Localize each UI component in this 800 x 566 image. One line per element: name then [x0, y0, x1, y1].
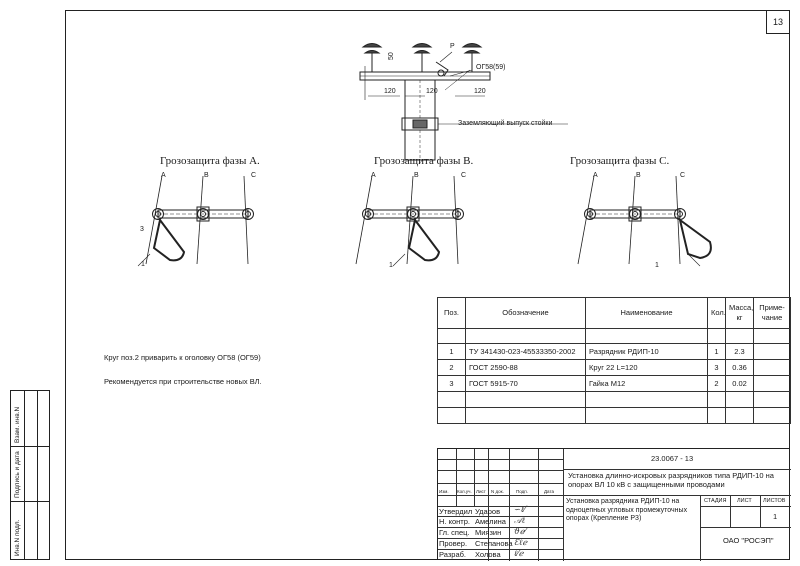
phase-wire: [406, 175, 414, 265]
title-block: Изм. Кол.уч. Лист N док. Подп. Дата 23.0…: [437, 448, 791, 561]
table-row: 3 ГОСТ 5915-70 Гайка М12 2 0.02: [437, 375, 791, 392]
dim-label-a: 120: [384, 88, 396, 95]
phase-c-letter-c: C: [680, 172, 686, 179]
phase-b-letter-c: C: [461, 172, 467, 179]
tb-col-list: Лист: [476, 489, 486, 494]
phase-b-num-1: 1: [389, 262, 393, 269]
dim-label-v: 50: [388, 52, 395, 60]
table-row: 2 ГОСТ 2590-88 Круг 22 L=120 3 0.36: [437, 359, 791, 376]
table-row: 1 ТУ 341430-023-45533350-2002 Разрядник …: [437, 343, 791, 360]
phase-title-c: Грозозащита фазы С.: [570, 155, 670, 167]
dim-label-c: 120: [474, 88, 486, 95]
conductor-icon: [584, 208, 596, 220]
leader-line: [137, 253, 151, 267]
phase-b-letter-b: B: [414, 172, 419, 179]
tb-name-4: Степанова: [475, 539, 513, 548]
header-designation: Обозначение: [465, 297, 586, 329]
clamp-bracket: [628, 206, 642, 222]
signature-mark: ℓ⁄ℯ: [514, 549, 524, 558]
note-recommend: Рекомендуется при строительстве новых ВЛ…: [104, 377, 262, 386]
tb-sheet-label: ЛИСТ: [737, 498, 752, 504]
signature-mark: ∽ℓ⁄: [514, 505, 526, 514]
phase-wire: [355, 175, 373, 265]
conductor-icon: [152, 208, 164, 220]
side-stamp-strip: Взам. инв.N Подпись и дата Инв.N подл.: [10, 390, 50, 560]
tb-col-ndoc: N док.: [491, 489, 504, 494]
phase-wire: [243, 175, 249, 265]
sheet-number: 13: [772, 17, 783, 27]
leader-line: [687, 253, 701, 267]
header-qty: Кол.: [707, 297, 726, 329]
arrester-loop-icon: [152, 217, 186, 262]
phase-a-letter-b: B: [204, 172, 209, 179]
phase-diagrams: [137, 175, 712, 267]
tb-name-1: Ударов: [475, 507, 501, 516]
insulator-left-icon: [361, 43, 383, 72]
signature-mark: Ɛℓℯ: [514, 538, 528, 547]
phase-wire: [675, 175, 681, 265]
tb-col-data: Дата: [544, 489, 554, 494]
leader-line: [392, 253, 406, 267]
header-note: Приме- чание: [753, 297, 791, 329]
tb-sheets-label: ЛИСТОВ: [763, 498, 786, 504]
callout-og: ОГ58(59): [476, 64, 506, 71]
tb-project-title: Установка длинно-искровых разрядников ти…: [568, 471, 774, 489]
dim-label-b: 120: [426, 88, 438, 95]
header-name: Наименование: [585, 297, 708, 329]
phase-c-num-1: 1: [655, 262, 659, 269]
header-pos: Поз.: [437, 297, 466, 329]
phase-a-letter-c: C: [251, 172, 257, 179]
callout-ground: Заземляющий выпуск стойки: [458, 120, 553, 127]
clamp-bracket: [406, 206, 420, 222]
parts-table: Поз. Обозначение Наименование Кол. Масса…: [437, 297, 791, 424]
phase-c-letter-b: B: [636, 172, 641, 179]
tb-col-podp: Подп.: [516, 489, 528, 494]
phase-title-b: Грозозащита фазы В.: [374, 155, 474, 167]
tb-org: ОАО "РОСЭП": [723, 536, 774, 545]
note-weld: Круг поз.2 приварить к оголовку ОГ58 (ОГ…: [104, 353, 261, 362]
tb-col-koluch: Кол.уч.: [457, 489, 472, 494]
phase-title-a: Грозозащита фазы А.: [160, 155, 260, 167]
phase-a-num-3: 3: [140, 226, 144, 233]
sheet-number-box: 13: [766, 10, 790, 34]
tb-stage-label: СТАДИЯ: [704, 498, 727, 504]
parts-table-header: Поз. Обозначение Наименование Кол. Масса…: [437, 297, 791, 329]
tb-role-ncontrol: Н. контр.: [439, 517, 470, 526]
tb-name-5: Холова: [475, 550, 501, 559]
tb-name-2: Амелина: [475, 517, 506, 526]
tb-sheet-title: Установка разрядника РДИП-10 на одноцепн…: [566, 498, 688, 522]
tb-role-chief: Гл. спец.: [439, 528, 470, 537]
header-mass: Масса, кг: [725, 297, 754, 329]
phase-wire: [145, 175, 163, 265]
phase-a-num-1: 1: [141, 261, 145, 268]
tb-sheets-value: 1: [773, 512, 778, 521]
signature-mark: 𝒜ℓ: [514, 516, 525, 525]
insulator-center-icon: [411, 43, 433, 72]
tb-role-approved: Утвердил: [439, 507, 473, 516]
drawing-frame: [65, 10, 790, 560]
tb-role-developed: Разраб.: [439, 550, 467, 559]
phase-c-letter-a: A: [593, 172, 598, 179]
insulator-right-icon: [461, 43, 483, 72]
signature-mark: ϑℯ⁄: [514, 527, 526, 536]
phase-b-letter-a: A: [371, 172, 376, 179]
phase-wire: [628, 175, 636, 265]
tb-name-3: Миязин: [475, 528, 502, 537]
clamp-bracket: [196, 206, 210, 222]
tb-role-checked: Провер.: [439, 539, 468, 548]
phase-a-letter-a: A: [161, 172, 166, 179]
phase-wire: [577, 175, 595, 265]
arrester-loop-icon: [678, 217, 712, 260]
tb-col-izm: Изм.: [439, 489, 449, 494]
conductor-icon: [452, 208, 464, 220]
conductor-icon: [362, 208, 374, 220]
phase-wire: [196, 175, 204, 265]
tb-doc-code: 23.0067 - 13: [651, 454, 694, 463]
conductor-icon: [242, 208, 254, 220]
arrester-loop-icon: [407, 217, 441, 262]
phase-wire: [453, 175, 459, 265]
callout-p: P: [450, 43, 455, 50]
pole-top-drawing: [359, 43, 568, 161]
